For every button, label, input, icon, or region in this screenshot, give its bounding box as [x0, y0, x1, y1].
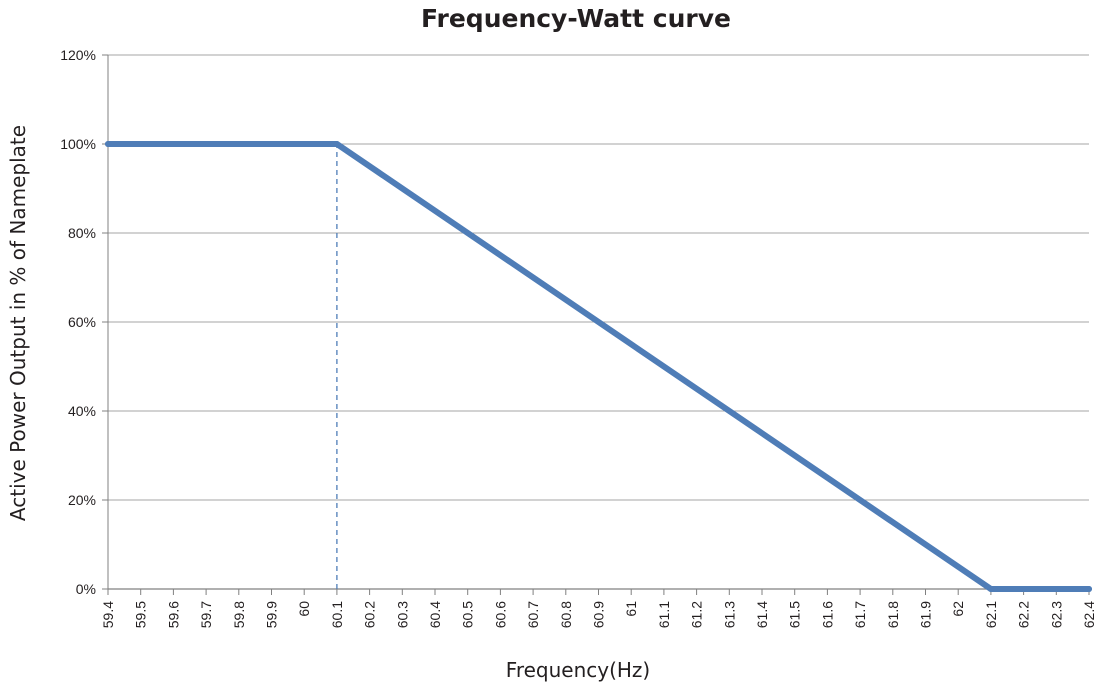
data-point	[333, 141, 340, 147]
x-tick-label: 59.7	[198, 601, 214, 628]
x-tick-label: 59.9	[264, 601, 280, 628]
y-tick-label: 120%	[60, 47, 96, 63]
data-point	[987, 586, 994, 592]
x-tick-label: 60.2	[362, 601, 378, 628]
x-tick-label: 59.6	[165, 601, 181, 628]
x-tick-label: 60.3	[394, 601, 410, 628]
x-tick-label: 62.2	[1016, 601, 1032, 628]
x-tick-label: 60.7	[525, 601, 541, 628]
series-group	[105, 141, 1092, 592]
x-tick-label: 59.5	[133, 601, 149, 628]
y-tick-labels: 0% 20% 40% 60% 80% 100% 120%	[60, 47, 96, 597]
gridlines	[108, 54, 1089, 501]
x-tick-label: 61.2	[689, 601, 705, 628]
x-tick-label: 60.4	[427, 601, 443, 628]
x-tick-label: 59.8	[231, 601, 247, 628]
x-tick-label: 62.1	[983, 601, 999, 628]
y-tick-label: 60%	[68, 314, 96, 330]
x-tick-label: 61.6	[819, 601, 835, 628]
y-axis-label: Active Power Output in % of Nameplate	[6, 125, 30, 521]
y-tick-label: 40%	[68, 403, 96, 419]
x-tick-labels: 59.4 59.5 59.6 59.7 59.8 59.9 60 60.1 60.2 60.3 60…	[100, 601, 1097, 628]
x-tick-label: 62.3	[1048, 601, 1064, 628]
x-tick-label: 61	[623, 601, 639, 617]
x-tick-label: 61.8	[885, 601, 901, 628]
data-point	[105, 141, 111, 147]
x-axis-label: Frequency(Hz)	[506, 658, 650, 682]
axes	[102, 54, 1090, 595]
x-tick-label: 61.7	[852, 601, 868, 628]
y-tick-label: 100%	[60, 136, 96, 152]
x-tick-label: 60	[296, 601, 312, 617]
x-tick-label: 61.1	[656, 601, 672, 628]
x-tick-label: 62	[950, 601, 966, 617]
x-tick-label: 60.8	[558, 601, 574, 628]
x-tick-label: 60.1	[329, 601, 345, 628]
x-tick-label: 61.5	[787, 601, 803, 628]
series-line	[105, 141, 1092, 592]
y-tick-label: 20%	[68, 492, 96, 508]
chart-title: Frequency-Watt curve	[421, 4, 731, 33]
y-tick-label: 80%	[68, 225, 96, 241]
x-tick-label: 60.6	[492, 601, 508, 628]
data-point	[1086, 586, 1092, 592]
x-tick-label: 61.9	[918, 601, 934, 628]
x-tick-label: 59.4	[100, 601, 116, 628]
y-tick-label: 0%	[76, 581, 96, 597]
x-tick-label: 62.4	[1081, 601, 1097, 628]
x-tick-label: 60.5	[460, 601, 476, 628]
x-tick-label: 61.3	[721, 601, 737, 628]
x-tick-label: 60.9	[591, 601, 607, 628]
x-tick-label: 61.4	[754, 601, 770, 628]
